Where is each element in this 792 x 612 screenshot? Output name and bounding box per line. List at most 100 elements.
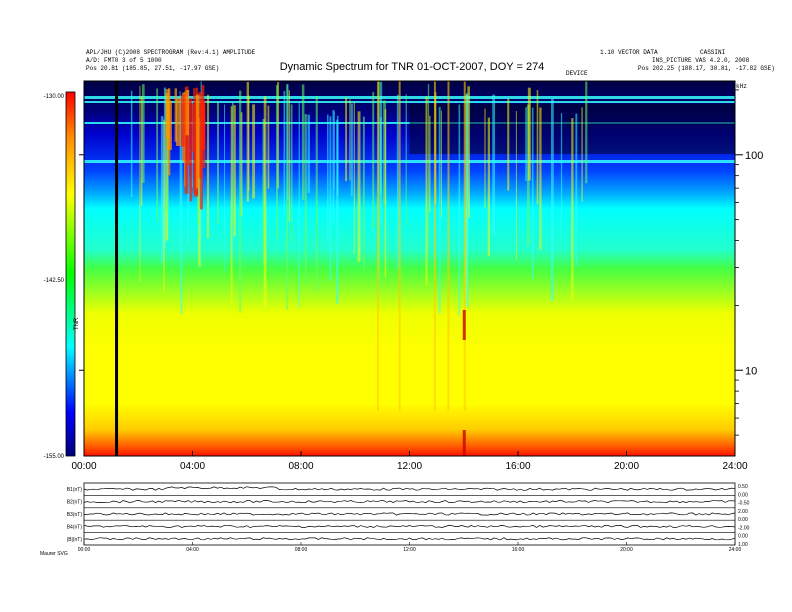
channel-label: B4(nT) (67, 524, 83, 530)
emission-streak (298, 102, 300, 307)
red-spot (462, 310, 466, 340)
x-tick-label: 04:00 (180, 461, 205, 472)
emission-streak (156, 88, 159, 223)
radio-burst (180, 95, 185, 147)
deep-streak (463, 81, 466, 411)
emission-streak (575, 113, 578, 266)
emission-streak (275, 85, 278, 238)
channel-trace (83, 512, 736, 516)
emission-streak (139, 86, 141, 282)
emission-streak (539, 107, 542, 250)
emission-streak (290, 104, 293, 242)
emission-streak (527, 87, 531, 181)
colorbar-label: TNR (74, 317, 80, 330)
emission-streak (487, 117, 491, 257)
x-tick-label: 00:00 (71, 461, 96, 472)
panel-x-tick-label: 12:00 (403, 547, 416, 553)
cyan-band-0 (84, 96, 735, 99)
channel-label: B1(nT) (67, 487, 83, 493)
emission-streak (287, 84, 289, 201)
khz-label: kHz (736, 83, 747, 90)
header-right-line3: INS_PICTURE VAS 4.2.0, 2008 (652, 57, 750, 64)
emission-streak (262, 118, 265, 264)
x-tick-label: 16:00 (505, 461, 530, 472)
x-tick-label: 12:00 (397, 461, 422, 472)
emission-streak (231, 102, 234, 227)
emission-streak (246, 81, 250, 202)
emission-streak (216, 102, 219, 225)
panel-right-tick: -0.50 (738, 501, 750, 507)
radio-burst (184, 86, 189, 194)
radio-burst (192, 104, 195, 153)
emission-streak (198, 117, 201, 267)
radio-burst (174, 88, 178, 142)
colorbar-tick-bottom: -155.00 (44, 454, 65, 460)
emission-streak (372, 92, 375, 229)
emission-streak (507, 98, 510, 191)
emission-streak (585, 81, 588, 184)
footer-label: Maurer SVG (40, 551, 68, 557)
emission-streak (301, 84, 305, 200)
panel-x-tick-label: 00:00 (78, 547, 91, 553)
panel-x-tick-label: 24:00 (729, 547, 742, 553)
y-tick-label: 10 (745, 365, 757, 377)
emission-streak (560, 113, 563, 238)
emission-streak (163, 87, 166, 248)
emission-streak (307, 114, 310, 194)
emission-streak (240, 112, 243, 216)
header-left-line1: APL/JHU (C)2008 SPECTROGRAM (Rev:4.1) AM… (86, 49, 256, 56)
emission-streak (267, 105, 270, 189)
emission-streak (327, 114, 329, 244)
emission-streak (405, 94, 407, 227)
emission-streak (329, 116, 332, 282)
radio-burst (165, 89, 170, 139)
emission-streak (160, 116, 164, 263)
emission-streak (179, 91, 181, 247)
header-right-line2: CASSINI (700, 49, 725, 56)
emission-streak (440, 110, 442, 218)
emission-streak (233, 105, 236, 237)
panel-x-tick-label: 20:00 (620, 547, 633, 553)
emission-streak (345, 97, 348, 182)
emission-streak (141, 84, 145, 183)
panel-right-tick: 2.00 (738, 509, 748, 515)
emission-streak (458, 104, 461, 316)
emission-streak (531, 107, 534, 279)
emission-streak (396, 94, 399, 269)
cyan-band-2 (84, 160, 735, 163)
emission-streak (337, 115, 339, 195)
red-spot (462, 430, 466, 456)
channel-trace (83, 537, 736, 541)
spectrogram-features (84, 81, 735, 456)
emission-streak (336, 119, 339, 305)
deep-streak (398, 81, 401, 411)
colorbar-tick-mid: -142.50 (44, 278, 65, 284)
channel-trace (83, 500, 736, 504)
emission-streak (484, 108, 486, 209)
emission-streak (536, 90, 539, 205)
emission-streak (304, 114, 307, 285)
emission-streak (163, 119, 165, 292)
emission-streak (427, 84, 430, 250)
x-tick-label: 08:00 (288, 461, 313, 472)
header-left-line2: A/D: FMT0 3 of 5 1000 (86, 57, 162, 64)
channel-label: B3(nT) (67, 512, 83, 518)
emission-streak (383, 100, 387, 205)
emission-streak (248, 95, 250, 191)
emission-streak (283, 90, 286, 215)
panel-right-tick: 1.00 (738, 542, 748, 548)
panel-x-tick-label: 08:00 (295, 547, 308, 553)
spectrogram-heatmap (84, 81, 735, 456)
emission-streak (378, 81, 381, 291)
panel-x-tick-label: 04:00 (186, 547, 199, 553)
emission-streak (362, 116, 365, 275)
y-tick-label: 100 (745, 150, 763, 162)
emission-streak (349, 99, 351, 181)
deep-streak (433, 81, 436, 411)
emission-streak (224, 104, 226, 273)
emission-streak (130, 90, 133, 198)
header-right-line1: 1.10 VECTOR DATA (600, 49, 658, 56)
header-center-small: DEVICE (566, 70, 588, 77)
panel-right-tick: 0.00 (738, 492, 748, 498)
